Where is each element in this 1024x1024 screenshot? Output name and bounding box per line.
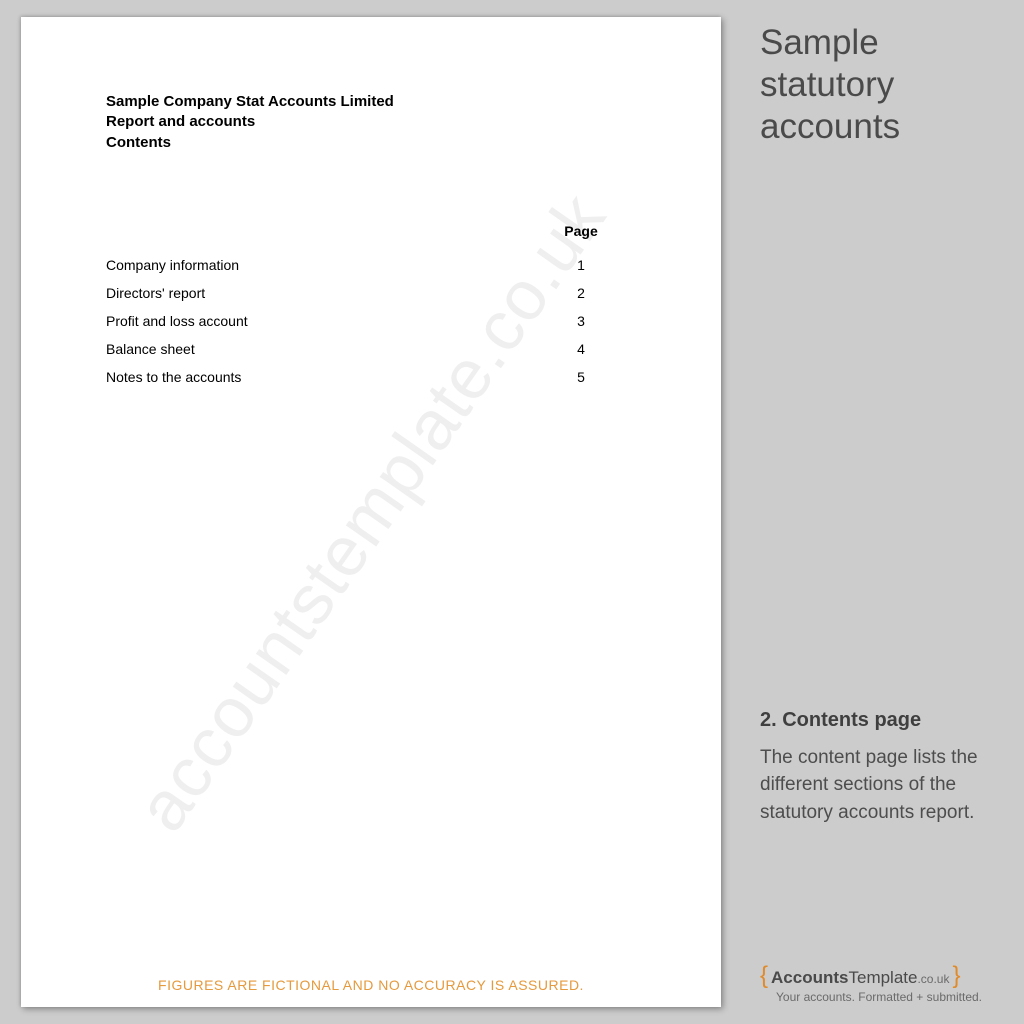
brand-name-bold: Accounts (771, 968, 848, 987)
brand-tagline: Your accounts. Formatted + submitted. (776, 990, 1002, 1006)
brace-open-icon: { (760, 966, 768, 985)
brand-suffix: .co.uk (917, 972, 949, 986)
toc-row: Directors' report 2 (106, 285, 636, 301)
sidebar-spacer (760, 148, 1002, 709)
brand-name-light: Template (848, 968, 917, 987)
document-page: accountstemplate.co.uk Sample Company St… (21, 17, 721, 1007)
document-panel: accountstemplate.co.uk Sample Company St… (0, 0, 742, 1024)
toc-label: Directors' report (106, 285, 526, 301)
toc-label: Balance sheet (106, 341, 526, 357)
toc-page-number: 4 (526, 341, 636, 357)
table-of-contents: Page Company information 1 Directors' re… (106, 223, 636, 385)
sidebar-title: Sample statutory accounts (760, 22, 1002, 148)
toc-row: Company information 1 (106, 257, 636, 273)
doc-heading-line-1: Sample Company Stat Accounts Limited (106, 92, 636, 112)
toc-row: Profit and loss account 3 (106, 313, 636, 329)
toc-header-blank (106, 223, 526, 239)
sidebar-section-heading: 2. Contents page (760, 709, 1002, 732)
info-sidebar: Sample statutory accounts 2. Contents pa… (742, 0, 1024, 1024)
toc-page-number: 1 (526, 257, 636, 273)
brace-close-icon: } (952, 966, 960, 985)
toc-row: Notes to the accounts 5 (106, 369, 636, 385)
toc-page-number: 2 (526, 285, 636, 301)
toc-label: Profit and loss account (106, 313, 526, 329)
doc-heading-line-3: Contents (106, 133, 636, 153)
toc-label: Notes to the accounts (106, 369, 526, 385)
toc-label: Company information (106, 257, 526, 273)
toc-page-number: 3 (526, 313, 636, 329)
brand-line-1: { AccountsTemplate.co.uk } (760, 966, 1002, 989)
toc-header-page: Page (526, 223, 636, 239)
toc-header-row: Page (106, 223, 636, 239)
brand-block: { AccountsTemplate.co.uk } Your accounts… (760, 966, 1002, 1006)
doc-heading-line-2: Report and accounts (106, 112, 636, 132)
page-content: Sample Company Stat Accounts Limited Rep… (21, 17, 721, 1007)
toc-page-number: 5 (526, 369, 636, 385)
brand-name: AccountsTemplate.co.uk (771, 967, 949, 989)
toc-row: Balance sheet 4 (106, 341, 636, 357)
disclaimer-text: FIGURES ARE FICTIONAL AND NO ACCURACY IS… (21, 977, 721, 993)
sidebar-section-body: The content page lists the different sec… (760, 744, 1002, 827)
